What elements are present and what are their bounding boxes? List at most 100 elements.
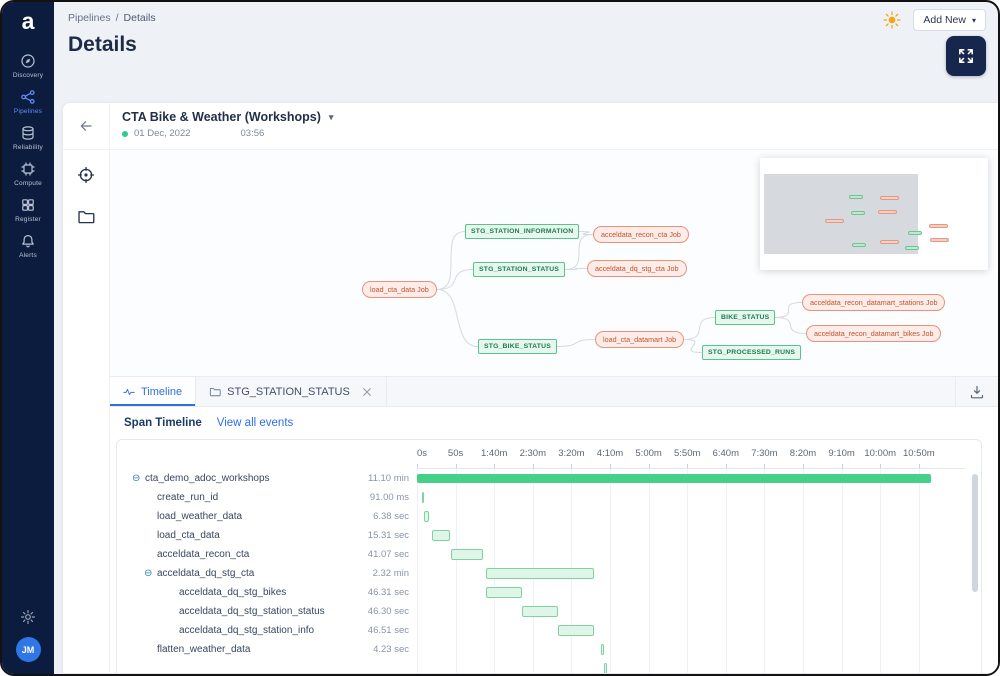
dag-node-stg_station_information[interactable]: STG_STATION_INFORMATION: [465, 224, 580, 239]
dag-node-acceldata_recon_datamart_stations_job[interactable]: acceldata_recon_datamart_stations Job: [802, 294, 946, 311]
tab-label: STG_STATION_STATUS: [227, 385, 350, 398]
pipeline-header: CTA Bike & Weather (Workshops) ▾ 01 Dec,…: [63, 103, 998, 150]
compute-icon: [20, 161, 36, 177]
top-actions: Add New ▾: [883, 9, 986, 31]
sidebar-item-compute[interactable]: Compute: [13, 161, 43, 187]
dag-minimap[interactable]: [760, 158, 988, 270]
sidebar-item-pipelines[interactable]: Pipelines: [13, 89, 43, 115]
add-new-label: Add New: [923, 14, 966, 26]
span-bar[interactable]: [558, 625, 594, 636]
vertical-scrollbar[interactable]: [972, 474, 978, 592]
span-name: flatten_weather_data: [157, 644, 251, 655]
minimap-node: [878, 210, 898, 215]
span-bar[interactable]: [600, 644, 604, 655]
add-new-button[interactable]: Add New ▾: [913, 9, 986, 31]
span-track: [417, 640, 965, 659]
minimap-node: [928, 224, 948, 229]
avatar[interactable]: JM: [15, 637, 41, 662]
dag-node-stg_processed_runs[interactable]: STG_PROCESSED_RUNS: [702, 345, 802, 360]
dag-node-acceldata_recon_cta_job[interactable]: acceldata_recon_cta Job: [593, 226, 689, 243]
span-track: [417, 526, 965, 545]
sidebar-item-label: Compute: [14, 180, 42, 187]
sidebar-item-discovery[interactable]: Discovery: [13, 53, 43, 79]
sidebar-item-label: Discovery: [12, 72, 44, 79]
span-bar[interactable]: [417, 474, 932, 483]
span-track: [417, 469, 965, 488]
span-row[interactable]: ⊖: [117, 659, 981, 673]
minimap-node: [879, 240, 899, 245]
axis-tick-label: 6:40m: [712, 448, 739, 459]
sidebar-item-label: Alerts: [19, 252, 37, 259]
gear-icon[interactable]: [20, 609, 36, 625]
span-bar[interactable]: [421, 492, 424, 503]
span-bar[interactable]: [603, 663, 607, 673]
sidebar-item-reliability[interactable]: Reliability: [13, 125, 43, 151]
download-button[interactable]: [955, 377, 998, 406]
gantt-time-axis: 0s 50s 1:40m 2:30m 3:20m 4:10m 5:00m 5:50m 6:40m…: [417, 440, 965, 469]
back-button[interactable]: [63, 103, 110, 149]
dag-node-acceldata_dq_stg_cta_job[interactable]: acceldata_dq_stg_cta Job: [587, 260, 687, 277]
span-name: acceldata_dq_stg_bikes: [179, 587, 287, 598]
alerts-icon: [20, 233, 36, 249]
chevron-down-icon: ▾: [328, 111, 334, 122]
dag-node-bike_status[interactable]: BIKE_STATUS: [715, 310, 776, 325]
span-bar[interactable]: [486, 587, 522, 598]
dag-canvas[interactable]: STG_STATION_INFORMATION acceldata_recon_c…: [110, 150, 998, 376]
register-icon: [20, 197, 36, 213]
span-name: create_run_id: [157, 492, 219, 503]
collapse-icon[interactable]: ⊖: [132, 473, 141, 484]
span-bar[interactable]: [423, 511, 429, 522]
axis-tick-label: 5:50m: [673, 448, 701, 459]
expand-button[interactable]: [946, 36, 986, 76]
span-bar[interactable]: [450, 549, 483, 560]
run-date: 01 Dec, 2022: [134, 128, 191, 139]
collapse-icon[interactable]: ⊖: [144, 568, 153, 579]
span-bar[interactable]: [432, 530, 451, 541]
pipeline-info: CTA Bike & Weather (Workshops) ▾ 01 Dec,…: [110, 103, 345, 149]
app-logo[interactable]: a: [21, 8, 35, 34]
expand-icon: [957, 47, 975, 65]
pipeline-name: CTA Bike & Weather (Workshops): [122, 110, 321, 124]
dag-node-load_cta_datamart_job[interactable]: load_cta_datamart Job: [595, 331, 685, 348]
span-duration: 46.31 sec: [367, 587, 409, 598]
tab-timeline[interactable]: Timeline: [110, 377, 197, 406]
crosshair-icon[interactable]: [77, 166, 95, 184]
span-name: acceldata_dq_stg_station_status: [179, 606, 325, 617]
folder-icon[interactable]: [77, 208, 95, 226]
sun-icon[interactable]: [883, 11, 901, 29]
sidebar-item-register[interactable]: Register: [13, 197, 43, 223]
tab-stg-station-status[interactable]: STG_STATION_STATUS: [196, 377, 387, 406]
card-body: STG_STATION_INFORMATION acceldata_recon_c…: [63, 150, 998, 673]
dag-node-stg_station_status[interactable]: STG_STATION_STATUS: [473, 262, 566, 277]
span-name: acceldata_dq_stg_station_info: [179, 625, 315, 636]
span-timeline-title: Span Timeline: [124, 417, 202, 429]
dag-node-load_cta_data_job[interactable]: load_cta_data Job: [362, 281, 437, 298]
pipeline-selector[interactable]: CTA Bike & Weather (Workshops) ▾: [122, 110, 333, 124]
span-name: load_cta_data: [157, 530, 220, 541]
download-icon: [969, 384, 985, 400]
minimap-node: [908, 231, 923, 236]
span-track: [417, 602, 965, 621]
span-duration: 91.00 ms: [369, 492, 409, 503]
dag-node-acceldata_recon_datamart_bikes_job[interactable]: acceldata_recon_datamart_bikes Job: [806, 325, 942, 342]
timeline-section: Span Timeline View all events 0s 50s 1:40m…: [110, 407, 998, 673]
span-bar[interactable]: [486, 568, 594, 579]
sidebar-item-alerts[interactable]: Alerts: [13, 233, 43, 259]
tab-close-icon[interactable]: [361, 386, 373, 398]
span-bar[interactable]: [521, 606, 559, 617]
span-row[interactable]: ⊖ cta_demo_adoc_workshops 11.10 min: [117, 469, 981, 488]
axis-tick-label: 10:00m: [864, 448, 897, 459]
span-row[interactable]: ⊖ acceldata_dq_stg_cta 2.32 min: [117, 564, 981, 583]
view-all-events-link[interactable]: View all events: [216, 417, 294, 429]
breadcrumb-parent[interactable]: Pipelines: [68, 12, 111, 24]
folder-icon: [209, 386, 221, 398]
dag-node-stg_bike_status[interactable]: STG_BIKE_STATUS: [478, 339, 557, 354]
